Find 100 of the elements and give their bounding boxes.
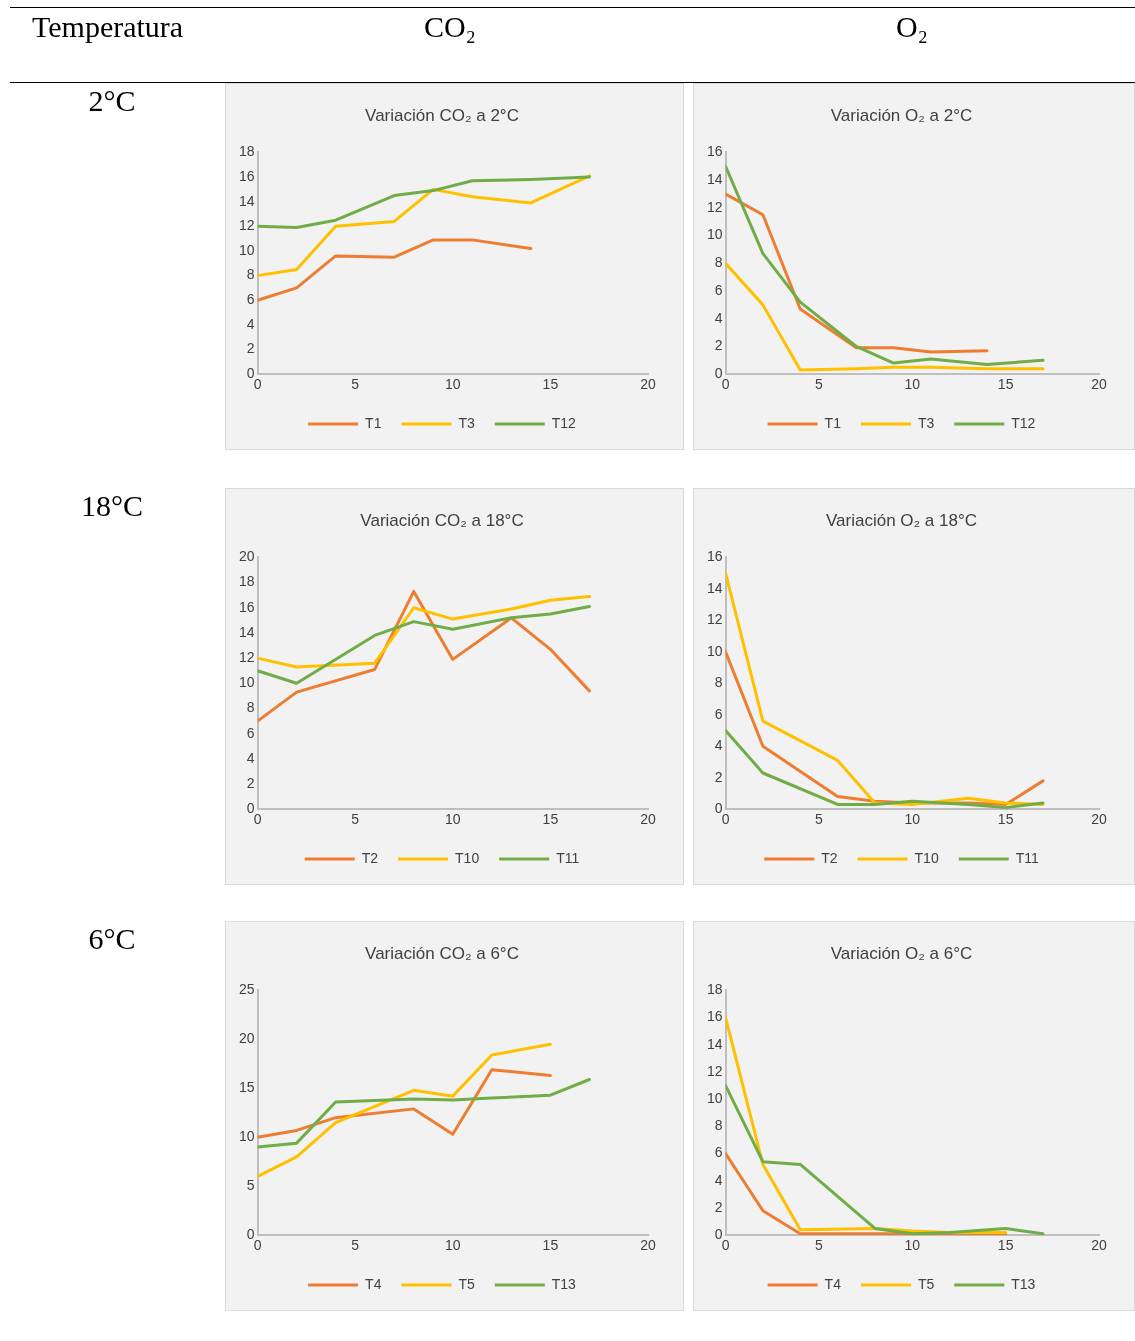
y-tick-label: 0 <box>246 1226 255 1243</box>
chart-title: Variación O₂ a 2°C <box>830 105 973 125</box>
y-tick-label: 14 <box>706 1035 723 1052</box>
y-tick-label: 4 <box>246 315 255 332</box>
y-tick-label: 2 <box>714 1198 723 1215</box>
y-tick-label: 4 <box>714 309 723 326</box>
y-tick-label: 8 <box>246 699 255 716</box>
y-tick-label: 0 <box>246 800 255 817</box>
x-tick-label: 5 <box>815 376 824 393</box>
y-tick-label: 10 <box>706 1090 723 1107</box>
y-tick-label: 6 <box>714 1144 723 1161</box>
legend-label: T3 <box>917 414 935 431</box>
x-tick-label: 10 <box>445 811 461 828</box>
y-tick-label: 4 <box>714 1171 723 1188</box>
legend-label: T5 <box>458 1275 475 1292</box>
y-tick-label: 2 <box>714 337 723 354</box>
y-tick-label: 16 <box>238 167 255 184</box>
y-tick-label: 16 <box>706 143 723 160</box>
y-tick-label: 18 <box>238 143 255 160</box>
y-tick-label: 16 <box>706 1008 723 1025</box>
y-tick-label: 2 <box>246 340 255 357</box>
y-tick-label: 16 <box>706 548 723 565</box>
x-tick-label: 5 <box>815 811 824 828</box>
y-tick-label: 0 <box>714 800 723 817</box>
x-tick-label: 5 <box>351 811 360 828</box>
y-tick-label: 12 <box>706 611 723 628</box>
legend-label: T10 <box>455 849 480 866</box>
legend-label: T2 <box>361 849 379 866</box>
y-tick-label: 10 <box>706 226 723 243</box>
x-tick-label: 15 <box>542 376 559 393</box>
y-tick-label: 25 <box>238 981 255 998</box>
text: Temperatura <box>32 10 184 44</box>
y-tick-label: 10 <box>706 642 723 659</box>
y-tick-label: 14 <box>238 192 255 209</box>
x-tick-label: 20 <box>640 1237 656 1254</box>
y-tick-label: 16 <box>238 598 255 615</box>
x-tick-label: 20 <box>640 376 656 393</box>
x-tick-label: 20 <box>1091 811 1107 828</box>
y-tick-label: 0 <box>246 365 255 382</box>
y-tick-label: 8 <box>714 674 723 691</box>
chart-title: Variación O₂ a 6°C <box>830 943 973 963</box>
text: 18°C <box>80 489 144 523</box>
chart-title: Variación CO₂ a 18°C <box>360 510 524 530</box>
legend-label: T5 <box>917 1275 935 1292</box>
y-tick-label: 14 <box>238 623 255 640</box>
text: 6°C <box>88 922 136 956</box>
legend-label: T4 <box>824 1275 842 1292</box>
legend-label: T13 <box>551 1275 577 1292</box>
y-tick-label: 8 <box>714 1117 723 1134</box>
text: O₂ <box>895 10 929 44</box>
chart-title: Variación CO₂ a 6°C <box>365 943 519 963</box>
legend-label: T4 <box>365 1275 382 1292</box>
y-tick-label: 6 <box>714 281 723 298</box>
y-tick-label: 10 <box>238 1128 255 1145</box>
y-tick-label: 2 <box>714 768 723 785</box>
legend-label: T13 <box>1011 1275 1036 1292</box>
x-tick-label: 15 <box>542 1237 559 1254</box>
x-tick-label: 10 <box>904 1237 921 1254</box>
y-tick-label: 6 <box>246 291 255 308</box>
y-tick-label: 12 <box>706 198 723 215</box>
x-tick-label: 10 <box>445 376 461 393</box>
y-tick-label: 15 <box>238 1079 255 1096</box>
text: 2°C <box>88 84 136 118</box>
x-tick-label: 5 <box>815 1237 824 1254</box>
y-tick-label: 20 <box>238 548 255 565</box>
x-tick-label: 15 <box>997 1237 1014 1254</box>
y-tick-label: 18 <box>238 573 255 590</box>
y-tick-label: 2 <box>246 774 255 791</box>
x-tick-label: 10 <box>445 1237 461 1254</box>
y-tick-label: 10 <box>238 674 255 691</box>
y-tick-label: 6 <box>246 724 255 741</box>
x-tick-label: 20 <box>1091 376 1107 393</box>
text: CO₂ <box>423 10 477 44</box>
y-tick-label: 12 <box>706 1062 723 1079</box>
legend-label: T11 <box>556 849 580 866</box>
y-tick-label: 5 <box>246 1177 255 1194</box>
y-tick-label: 12 <box>238 648 255 665</box>
y-tick-label: 8 <box>714 254 723 271</box>
legend-label: T1 <box>365 414 382 431</box>
chart-title: Variación O₂ a 18°C <box>825 510 978 530</box>
legend-label: T2 <box>821 849 838 866</box>
y-tick-label: 14 <box>706 579 723 596</box>
y-tick-label: 12 <box>238 217 255 234</box>
x-tick-label: 5 <box>351 1237 360 1254</box>
y-tick-label: 4 <box>714 737 723 754</box>
y-tick-label: 0 <box>714 1226 723 1243</box>
legend-label: T3 <box>458 414 475 431</box>
y-tick-label: 20 <box>238 1030 255 1047</box>
y-tick-label: 4 <box>246 749 255 766</box>
legend-label: T12 <box>551 414 577 431</box>
x-tick-label: 10 <box>904 811 921 828</box>
x-tick-label: 10 <box>904 376 921 393</box>
y-tick-label: 8 <box>246 266 255 283</box>
x-tick-label: 20 <box>1091 1237 1107 1254</box>
x-tick-label: 5 <box>351 376 360 393</box>
y-tick-label: 6 <box>714 705 723 722</box>
x-tick-label: 15 <box>542 811 559 828</box>
legend-label: T12 <box>1011 414 1036 431</box>
y-tick-label: 0 <box>714 365 723 382</box>
x-tick-label: 20 <box>640 811 656 828</box>
